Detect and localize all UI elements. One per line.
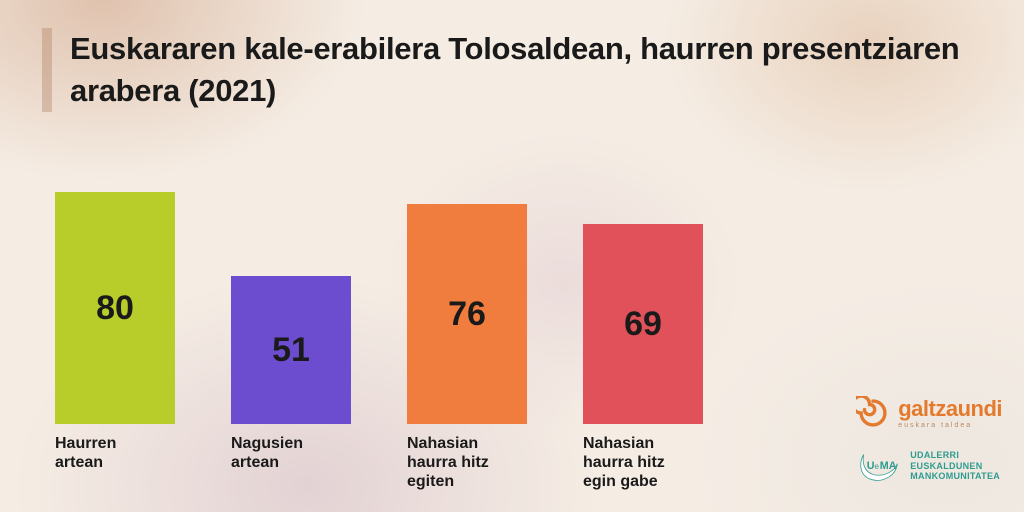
title-accent-bar — [42, 28, 52, 112]
bar: 69 — [583, 224, 703, 424]
svg-text:e: e — [875, 461, 880, 471]
bar-value: 80 — [96, 289, 134, 328]
bar-label: Nagusien artean — [231, 434, 351, 492]
bar-group: 80 Haurren artean — [55, 192, 175, 492]
bar: 76 — [407, 204, 527, 424]
uema-mark-icon: U e MA — [856, 448, 902, 484]
bar-group: 76 Nahasian haurra hitz egiten — [407, 204, 527, 492]
chart-title: Euskararen kale-erabilera Tolosaldean, h… — [70, 28, 984, 112]
bar-label: Nahasian haurra hitz egiten — [407, 434, 527, 492]
uema-logo: U e MA UDALERRI EUSKALDUNEN MANKOMUNITAT… — [856, 448, 1000, 484]
logo-area: galtzaundi euskara taldea U e MA UDALERR… — [856, 396, 1002, 484]
title-block: Euskararen kale-erabilera Tolosaldean, h… — [42, 28, 984, 112]
bar-value: 69 — [624, 305, 662, 344]
svg-text:MA: MA — [880, 460, 897, 472]
galtzaundi-sub: euskara taldea — [898, 422, 1002, 429]
bar: 51 — [231, 276, 351, 424]
uema-text: UDALERRI EUSKALDUNEN MANKOMUNITATEA — [910, 450, 1000, 481]
bar-label: Haurren artean — [55, 434, 175, 492]
bar-group: 51 Nagusien artean — [231, 276, 351, 492]
bar-label: Nahasian haurra hitz egin gabe — [583, 434, 703, 492]
galtzaundi-logo: galtzaundi euskara taldea — [856, 396, 1002, 430]
bar-chart: 80 Haurren artean 51 Nagusien artean 76 Nahas… — [55, 132, 804, 492]
galtzaundi-name: galtzaundi — [898, 398, 1002, 420]
bar: 80 — [55, 192, 175, 424]
spiral-icon — [856, 396, 890, 430]
bar-value: 76 — [448, 295, 486, 334]
bar-group: 69 Nahasian haurra hitz egin gabe — [583, 224, 703, 492]
svg-text:U: U — [867, 460, 875, 472]
bar-value: 51 — [272, 331, 310, 370]
